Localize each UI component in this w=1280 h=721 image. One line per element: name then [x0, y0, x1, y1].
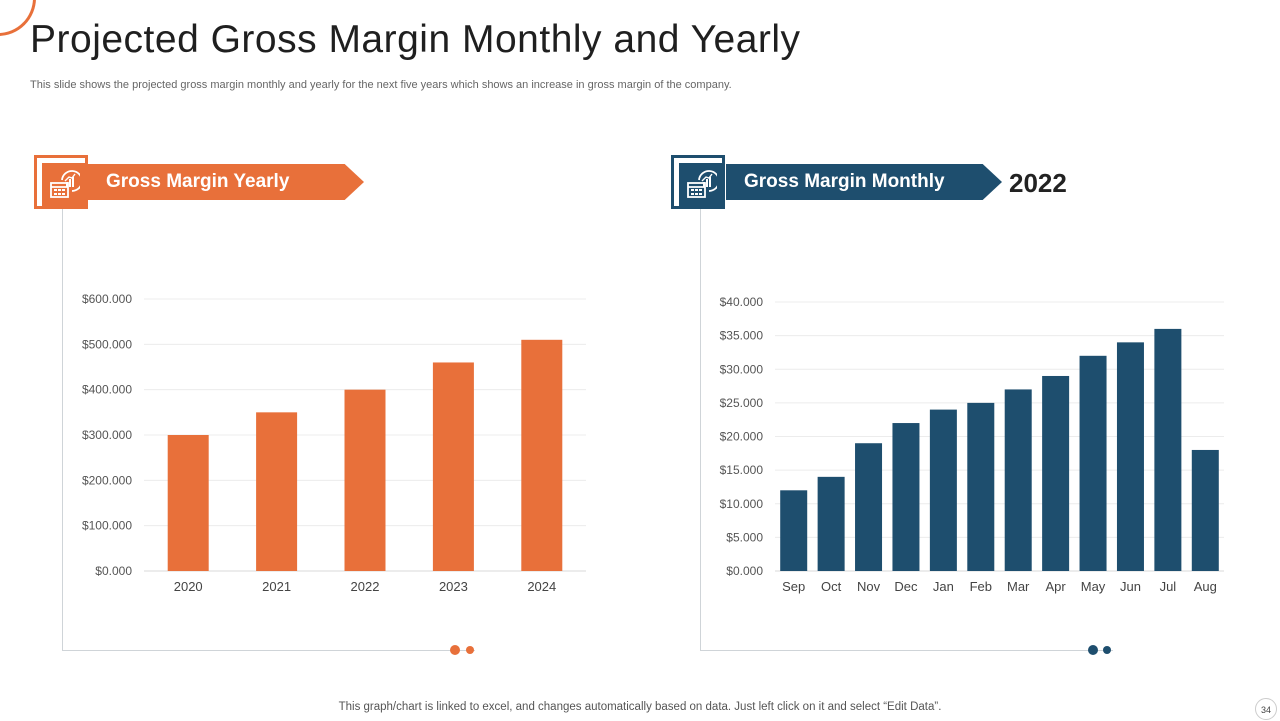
y-tick-label: $100.000	[82, 519, 132, 533]
y-tick-label: $40.000	[720, 295, 764, 309]
x-tick-label: Feb	[970, 579, 992, 594]
bar-aug	[1191, 449, 1219, 571]
bar-jan	[929, 409, 957, 571]
x-tick-label: Oct	[821, 579, 842, 594]
bar-sep	[780, 490, 808, 571]
x-tick-label: 2022	[351, 579, 380, 594]
bar-dec	[892, 423, 920, 571]
bar-nov	[855, 443, 883, 571]
y-tick-label: $15.000	[720, 463, 764, 477]
y-tick-label: $10.000	[720, 497, 764, 511]
y-tick-label: $5.000	[726, 530, 763, 544]
x-tick-label: Sep	[782, 579, 805, 594]
bar-2024	[521, 339, 563, 571]
y-tick-label: $20.000	[720, 430, 764, 444]
x-tick-label: Aug	[1194, 579, 1217, 594]
bar-2023	[432, 362, 474, 571]
bar-2022	[344, 389, 386, 571]
x-tick-label: 2021	[262, 579, 291, 594]
monthly-icon-box	[671, 155, 725, 209]
y-tick-label: $0.000	[726, 564, 763, 578]
bar-2021	[256, 412, 298, 571]
y-tick-label: $500.000	[82, 337, 132, 351]
x-tick-label: Jan	[933, 579, 954, 594]
y-tick-label: $30.000	[720, 362, 764, 376]
bar-jul	[1154, 328, 1182, 571]
monthly-year-label: 2022	[1009, 168, 1067, 198]
y-tick-label: $200.000	[82, 473, 132, 487]
x-tick-label: May	[1081, 579, 1106, 594]
y-tick-label: $400.000	[82, 383, 132, 397]
bar-oct	[817, 476, 845, 571]
x-tick-label: 2024	[527, 579, 556, 594]
carousel-dot	[1103, 646, 1111, 654]
yearly-chart-frame	[62, 198, 475, 651]
x-tick-label: Dec	[894, 579, 918, 594]
carousel-dot-active	[450, 645, 460, 655]
yearly-banner: Gross Margin Yearly	[88, 164, 364, 200]
bar-may	[1079, 355, 1107, 571]
bar-apr	[1042, 375, 1070, 571]
x-tick-label: Jul	[1160, 579, 1177, 594]
carousel-dot	[466, 646, 474, 654]
x-tick-label: Jun	[1120, 579, 1141, 594]
page-number: 34	[1255, 698, 1277, 720]
x-tick-label: Apr	[1046, 579, 1067, 594]
y-tick-label: $300.000	[82, 428, 132, 442]
x-tick-label: Nov	[857, 579, 881, 594]
y-tick-label: $0.000	[95, 564, 132, 578]
bar-mar	[1004, 389, 1032, 571]
carousel-dot-active	[1088, 645, 1098, 655]
y-tick-label: $600.000	[82, 292, 132, 306]
x-tick-label: 2020	[174, 579, 203, 594]
bar-feb	[967, 402, 995, 571]
bar-jun	[1116, 342, 1144, 571]
x-tick-label: 2023	[439, 579, 468, 594]
bar-2020	[167, 435, 209, 571]
calendar-chart-icon	[50, 170, 80, 198]
monthly-banner: Gross Margin Monthly	[726, 164, 1002, 200]
calendar-chart-icon	[687, 170, 717, 198]
footnote: This graph/chart is linked to excel, and…	[338, 701, 942, 713]
yearly-icon-box	[34, 155, 88, 209]
page-title: Projected Gross Margin Monthly and Yearl…	[30, 18, 801, 61]
y-tick-label: $35.000	[720, 329, 764, 343]
y-tick-label: $25.000	[720, 396, 764, 410]
page-subtitle: This slide shows the projected gross mar…	[30, 79, 732, 91]
monthly-chart-frame	[700, 198, 1113, 651]
x-tick-label: Mar	[1007, 579, 1030, 594]
